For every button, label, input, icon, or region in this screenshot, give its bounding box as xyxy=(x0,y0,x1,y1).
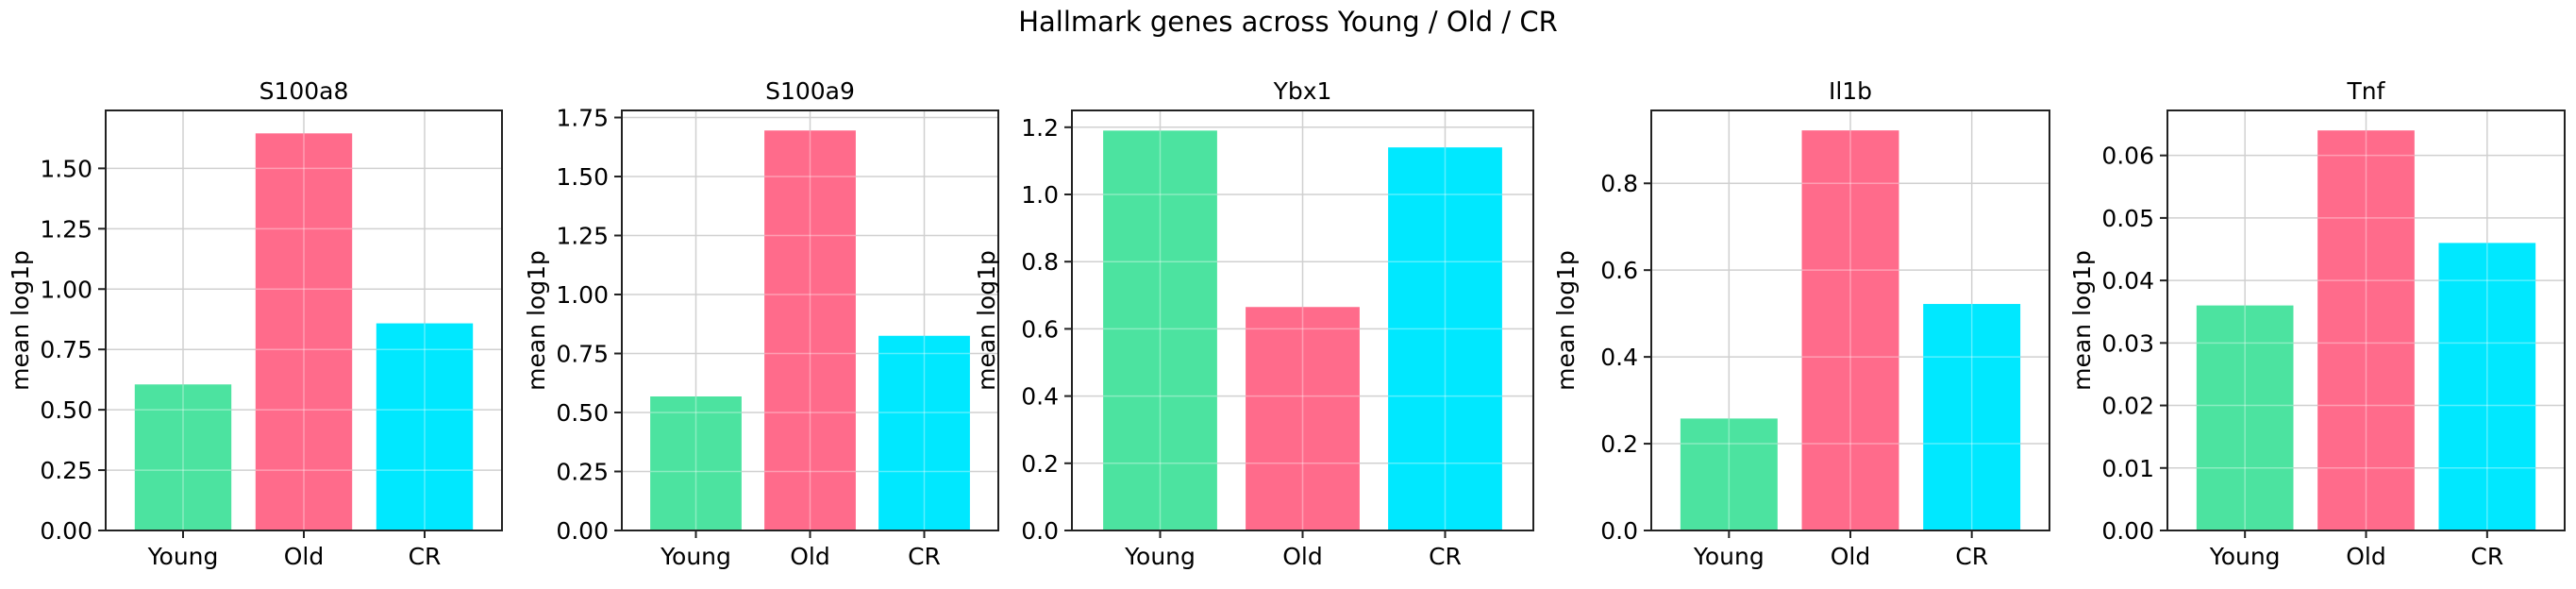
y-tick-label: 0.00 xyxy=(556,517,609,545)
bar-cr xyxy=(1388,147,1502,530)
bar-cr xyxy=(2438,243,2536,530)
bar-old xyxy=(1246,307,1360,530)
subplot-title: S100a8 xyxy=(259,77,349,105)
chart-panel-5: 0.00 0.01 0.02 0.03 0.04 0.05 0.06 Young Old CR Tn… xyxy=(2068,77,2566,570)
y-axis-label: mean log1p xyxy=(973,250,1000,391)
y-tick-label: 0.0 xyxy=(1021,517,1059,545)
y-axis-label: mean log1p xyxy=(523,250,550,391)
y-tick-label: 0.00 xyxy=(40,517,92,545)
bar-cr xyxy=(1923,304,2021,530)
x-tick-label: Old xyxy=(1282,543,1323,570)
x-tick-label: CR xyxy=(409,543,442,570)
y-tick-label: 0.2 xyxy=(1021,450,1059,478)
bar-old xyxy=(255,133,353,531)
y-tick-label: 0.01 xyxy=(2101,455,2154,482)
bar-old xyxy=(1801,130,1899,530)
bar-young xyxy=(650,396,742,530)
chart-panel-4: 0.0 0.2 0.4 0.6 0.8 Young Old CR Il1b mean log1p xyxy=(1552,77,2050,570)
y-axis-label: mean log1p xyxy=(7,250,34,391)
y-tick-label: 1.75 xyxy=(556,105,609,132)
subplot-title: Tnf xyxy=(2347,77,2386,105)
y-tick-label: 0.4 xyxy=(1021,383,1059,411)
x-tick-label: Young xyxy=(2209,543,2281,570)
y-tick-label: 1.00 xyxy=(556,281,609,309)
bar-young xyxy=(1680,418,1778,530)
y-tick-label: 0.05 xyxy=(2101,205,2154,232)
bar-cr xyxy=(878,335,970,530)
subplot-title: Il1b xyxy=(1829,77,1872,105)
x-tick-label: Young xyxy=(147,543,219,570)
x-tick-label: CR xyxy=(1429,543,1462,570)
y-tick-label: 0.25 xyxy=(556,459,609,486)
y-tick-label: 0.6 xyxy=(1600,257,1638,284)
bar-young xyxy=(1103,130,1217,531)
y-tick-label: 0.06 xyxy=(2101,143,2154,170)
y-tick-label: 1.25 xyxy=(40,215,92,243)
y-tick-label: 0.50 xyxy=(40,396,92,424)
y-tick-label: 0.75 xyxy=(40,336,92,363)
y-axis-label: mean log1p xyxy=(1552,250,1580,391)
bar-old xyxy=(764,130,856,530)
subplot-title: Ybx1 xyxy=(1273,77,1332,105)
y-tick-label: 1.0 xyxy=(1021,181,1059,209)
y-tick-label: 0.03 xyxy=(2101,329,2154,357)
y-tick-label: 0.25 xyxy=(40,457,92,484)
y-tick-label: 0.00 xyxy=(2101,517,2154,545)
chart-panel-3: 0.0 0.2 0.4 0.6 0.8 1.0 1.2 Young Old CR Ybx1 mean … xyxy=(973,77,1534,570)
bar-old xyxy=(2317,130,2415,530)
figure-title: Hallmark genes across Young / Old / CR xyxy=(1018,6,1558,38)
x-tick-label: CR xyxy=(908,543,941,570)
x-tick-label: Old xyxy=(284,543,325,570)
y-tick-label: 1.25 xyxy=(556,223,609,250)
x-tick-label: Young xyxy=(1693,543,1765,570)
x-tick-label: Old xyxy=(2346,543,2386,570)
y-tick-label: 0.8 xyxy=(1021,248,1059,276)
y-tick-label: 0.02 xyxy=(2101,393,2154,420)
chart-panel-1: 0.00 0.25 0.50 0.75 1.00 1.25 1.50 Young Old CR S1… xyxy=(7,77,503,570)
y-tick-label: 0.8 xyxy=(1600,170,1638,197)
y-tick-label: 1.50 xyxy=(556,163,609,191)
y-tick-label: 0.0 xyxy=(1600,517,1638,545)
y-tick-label: 1.50 xyxy=(40,155,92,182)
x-tick-label: Young xyxy=(1124,543,1196,570)
y-axis-label: mean log1p xyxy=(2068,250,2096,391)
bar-young xyxy=(134,384,232,530)
chart-panel-2: 0.00 0.25 0.50 0.75 1.00 1.25 1.50 1.75 Young Old… xyxy=(523,77,999,570)
x-tick-label: CR xyxy=(1955,543,1988,570)
subplot-title: S100a9 xyxy=(765,77,855,105)
y-tick-label: 0.2 xyxy=(1600,430,1638,458)
x-tick-label: Young xyxy=(660,543,731,570)
x-tick-label: Old xyxy=(1831,543,1871,570)
y-tick-label: 0.6 xyxy=(1021,315,1059,343)
x-tick-label: Old xyxy=(790,543,830,570)
x-tick-label: CR xyxy=(2470,543,2503,570)
y-tick-label: 0.75 xyxy=(556,341,609,368)
bar-cr xyxy=(376,323,474,530)
y-tick-label: 0.4 xyxy=(1600,344,1638,371)
y-tick-label: 1.00 xyxy=(40,276,92,303)
y-tick-label: 1.2 xyxy=(1021,114,1059,142)
y-tick-label: 0.04 xyxy=(2101,267,2154,294)
bar-young xyxy=(2196,305,2294,530)
y-tick-label: 0.50 xyxy=(556,399,609,427)
